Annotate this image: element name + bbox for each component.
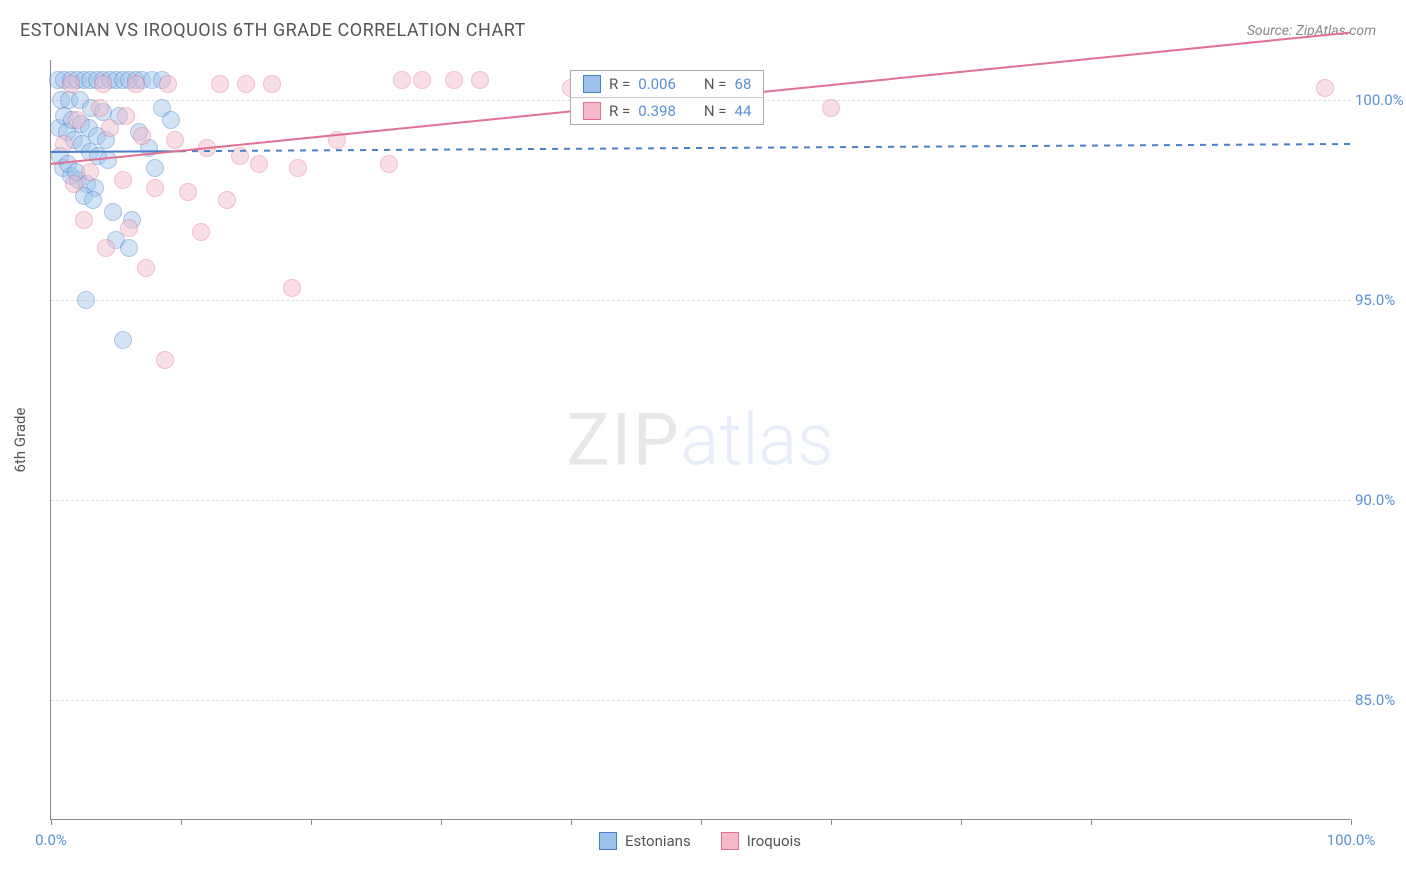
data-point [283,279,301,297]
data-point [162,111,180,129]
r-value: 0.006 [638,75,676,93]
r-label: R = [609,75,630,93]
gridline [51,300,1351,301]
plot-box: 85.0%90.0%95.0%100.0%0.0%100.0% [50,60,1350,820]
x-tick [1351,819,1352,825]
y-tick-label: 100.0% [1355,91,1406,109]
x-tick [441,819,442,825]
chart-area: 6th Grade 85.0%90.0%95.0%100.0%0.0%100.0… [50,60,1350,820]
legend-item-iroquois: Iroquois [721,832,801,850]
x-tick [1091,819,1092,825]
legend-item-estonians: Estonians [599,832,691,850]
data-point [159,75,177,93]
x-tick-label: 100.0% [1327,831,1376,849]
correlation-legend: R = 0.006 N = 68 R = 0.398 N = 44 [570,70,764,125]
data-point [146,159,164,177]
x-tick [961,819,962,825]
data-point [1316,79,1334,97]
square-icon [583,75,601,93]
square-icon [599,832,617,850]
data-point [413,71,431,89]
gridline [51,500,1351,501]
data-point [250,155,268,173]
square-icon [721,832,739,850]
data-point [101,119,119,137]
data-point [393,71,411,89]
legend-label: Iroquois [747,832,801,850]
data-point [114,171,132,189]
data-point [55,135,73,153]
data-point [62,75,80,93]
x-tick [51,819,52,825]
legend-label: Estonians [625,832,691,850]
data-point [75,211,93,229]
data-point [65,175,83,193]
x-tick-label: 0.0% [35,831,67,849]
r-label: R = [609,102,630,120]
data-point [198,139,216,157]
y-tick-label: 95.0% [1355,291,1406,309]
data-point [99,151,117,169]
legend-row-iroquois: R = 0.398 N = 44 [571,98,763,124]
x-tick [831,819,832,825]
data-point [97,239,115,257]
data-point [117,107,135,125]
r-value: 0.398 [638,102,676,120]
data-point [237,75,255,93]
data-point [127,75,145,93]
data-point [68,111,86,129]
data-point [114,331,132,349]
data-point [822,99,840,117]
data-point [211,75,229,93]
n-value: 44 [735,102,752,120]
gridline [51,700,1351,701]
data-point [156,351,174,369]
data-point [77,291,95,309]
chart-title: ESTONIAN VS IROQUOIS 6TH GRADE CORRELATI… [20,20,526,41]
bottom-legend: Estonians Iroquois [599,832,801,850]
x-tick [701,819,702,825]
data-point [289,159,307,177]
n-label: N = [704,102,727,120]
data-point [263,75,281,93]
x-tick [181,819,182,825]
data-point [133,127,151,145]
data-point [120,219,138,237]
y-tick-label: 85.0% [1355,691,1406,709]
data-point [104,203,122,221]
data-point [192,223,210,241]
data-point [328,131,346,149]
y-tick-label: 90.0% [1355,491,1406,509]
data-point [81,163,99,181]
data-point [94,75,112,93]
y-axis-title: 6th Grade [11,408,29,473]
data-point [91,99,109,117]
source-label: Source: ZipAtlas.com [1247,23,1376,39]
data-point [218,191,236,209]
data-point [231,147,249,165]
data-point [471,71,489,89]
x-tick [311,819,312,825]
data-point [179,183,197,201]
data-point [120,239,138,257]
data-point [166,131,184,149]
data-point [380,155,398,173]
legend-row-estonians: R = 0.006 N = 68 [571,71,763,98]
data-point [84,191,102,209]
n-value: 68 [735,75,752,93]
n-label: N = [704,75,727,93]
square-icon [583,102,601,120]
data-point [445,71,463,89]
x-tick [571,819,572,825]
data-point [146,179,164,197]
data-point [137,259,155,277]
